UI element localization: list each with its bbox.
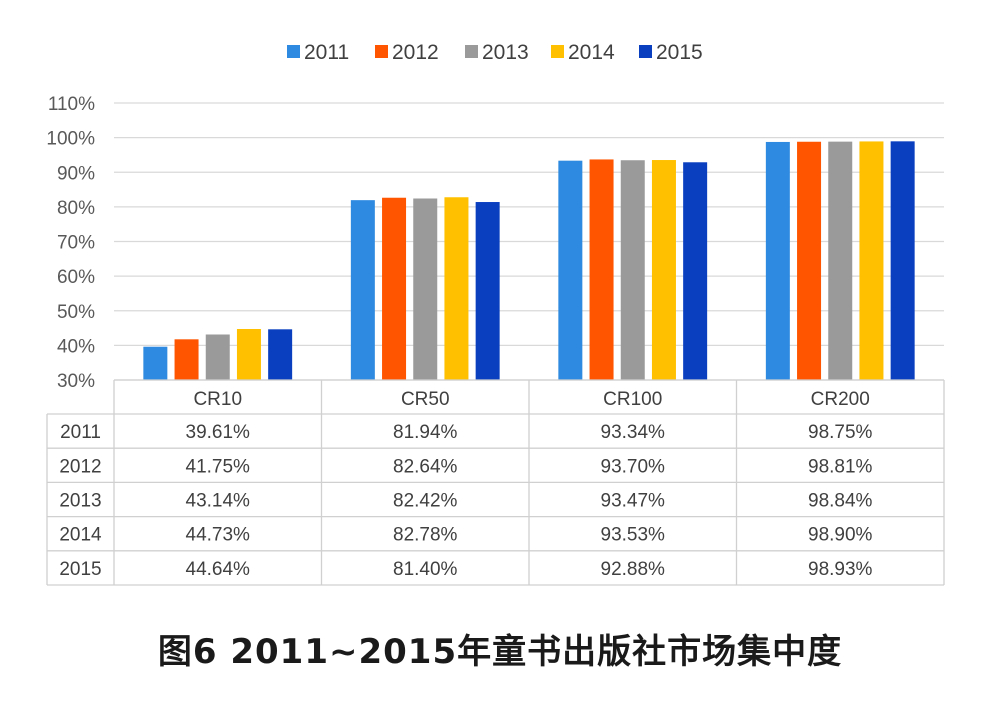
- x-category-label: CR50: [401, 389, 450, 410]
- bar-CR10-2012: [174, 339, 199, 380]
- table-cell-value: 98.84%: [808, 491, 873, 512]
- table-cell-value: 98.93%: [808, 559, 873, 580]
- bar-CR100-2011: [558, 160, 583, 380]
- bar-CR100-2012: [589, 159, 614, 380]
- y-tick-label: 90%: [57, 163, 95, 184]
- x-category-label: CR100: [603, 389, 662, 410]
- y-tick-label: 50%: [57, 302, 95, 323]
- table-cell-value: 93.47%: [601, 491, 666, 512]
- bar-CR50-2014: [444, 197, 469, 380]
- legend-label: 2015: [656, 41, 703, 64]
- table-cell-value: 44.64%: [186, 559, 251, 580]
- y-tick-label: 60%: [57, 267, 95, 288]
- bar-CR200-2012: [797, 141, 822, 380]
- table-cell-value: 82.78%: [393, 525, 458, 546]
- bar-CR200-2015: [890, 141, 915, 380]
- y-tick-label: 110%: [48, 94, 95, 115]
- legend-swatch-2015: [639, 45, 652, 58]
- table-cell-value: 82.64%: [393, 456, 458, 477]
- x-category-label: CR200: [811, 389, 870, 410]
- table-cell-value: 41.75%: [186, 456, 251, 477]
- chart-legend: 2011 2012 2013 2014 2015: [287, 41, 703, 64]
- table-row-label: 2012: [59, 456, 101, 477]
- bar-CR100-2013: [620, 160, 645, 380]
- y-tick-label: 40%: [57, 336, 95, 357]
- table-cell-value: 81.40%: [393, 559, 458, 580]
- table-cell-value: 98.90%: [808, 525, 873, 546]
- legend-label: 2011: [304, 41, 349, 64]
- legend-label: 2014: [568, 41, 615, 64]
- data-table: CR10 CR50 CR100 CR200 2011 39.61% 81.94% 93.34%…: [46, 379, 945, 586]
- table-cell-value: 93.34%: [601, 422, 666, 443]
- y-axis-ticks: 30% 40% 50% 60% 70% 80% 90% 100% 110%: [46, 94, 95, 392]
- table-cell-value: 43.14%: [186, 491, 251, 512]
- legend-label: 2013: [482, 41, 529, 64]
- bar-CR50-2012: [382, 197, 407, 380]
- table-cell-value: 93.53%: [601, 525, 666, 546]
- bar-CR10-2015: [268, 329, 293, 380]
- table-row-label: 2014: [59, 525, 102, 546]
- table-cell-value: 81.94%: [393, 422, 458, 443]
- chart-area: 2011 2012 2013 2014 2015 30% 40% 50% 60% 70% 80% 9…: [46, 41, 945, 586]
- x-category-label: CR10: [193, 389, 242, 410]
- table-cell-value: 44.73%: [186, 525, 251, 546]
- table-cell-value: 93.70%: [601, 456, 666, 477]
- legend-label: 2012: [392, 41, 439, 64]
- y-tick-label: 80%: [57, 198, 95, 219]
- table-cell-value: 39.61%: [186, 422, 251, 443]
- bar-CR10-2011: [143, 346, 168, 380]
- legend-swatch-2013: [465, 45, 478, 58]
- bar-CR50-2013: [413, 198, 438, 380]
- bar-CR200-2014: [859, 141, 884, 380]
- legend-swatch-2011: [287, 45, 300, 58]
- bar-CR100-2014: [651, 160, 676, 380]
- table-cell-value: 82.42%: [393, 491, 458, 512]
- legend-swatch-2012: [375, 45, 388, 58]
- bar-CR200-2013: [828, 141, 853, 380]
- table-cell-value: 92.88%: [601, 559, 666, 580]
- bar-CR100-2015: [683, 162, 708, 380]
- chart-bars: [143, 141, 915, 380]
- bar-CR200-2011: [765, 141, 790, 380]
- bar-CR10-2013: [205, 334, 230, 380]
- table-cell-value: 98.81%: [808, 456, 873, 477]
- bar-CR50-2011: [350, 200, 375, 380]
- table-cell-value: 98.75%: [808, 422, 873, 443]
- bar-CR50-2015: [475, 202, 500, 380]
- y-tick-label: 30%: [57, 371, 95, 392]
- table-row-label: 2015: [59, 559, 101, 580]
- table-row-label: 2011: [60, 422, 101, 443]
- y-tick-label: 70%: [57, 233, 95, 254]
- y-tick-label: 100%: [46, 129, 95, 150]
- table-row-label: 2013: [59, 491, 101, 512]
- bar-CR10-2014: [236, 328, 261, 380]
- figure-caption: 图6 2011~2015年童书出版社市场集中度: [157, 632, 843, 672]
- legend-swatch-2014: [551, 45, 564, 58]
